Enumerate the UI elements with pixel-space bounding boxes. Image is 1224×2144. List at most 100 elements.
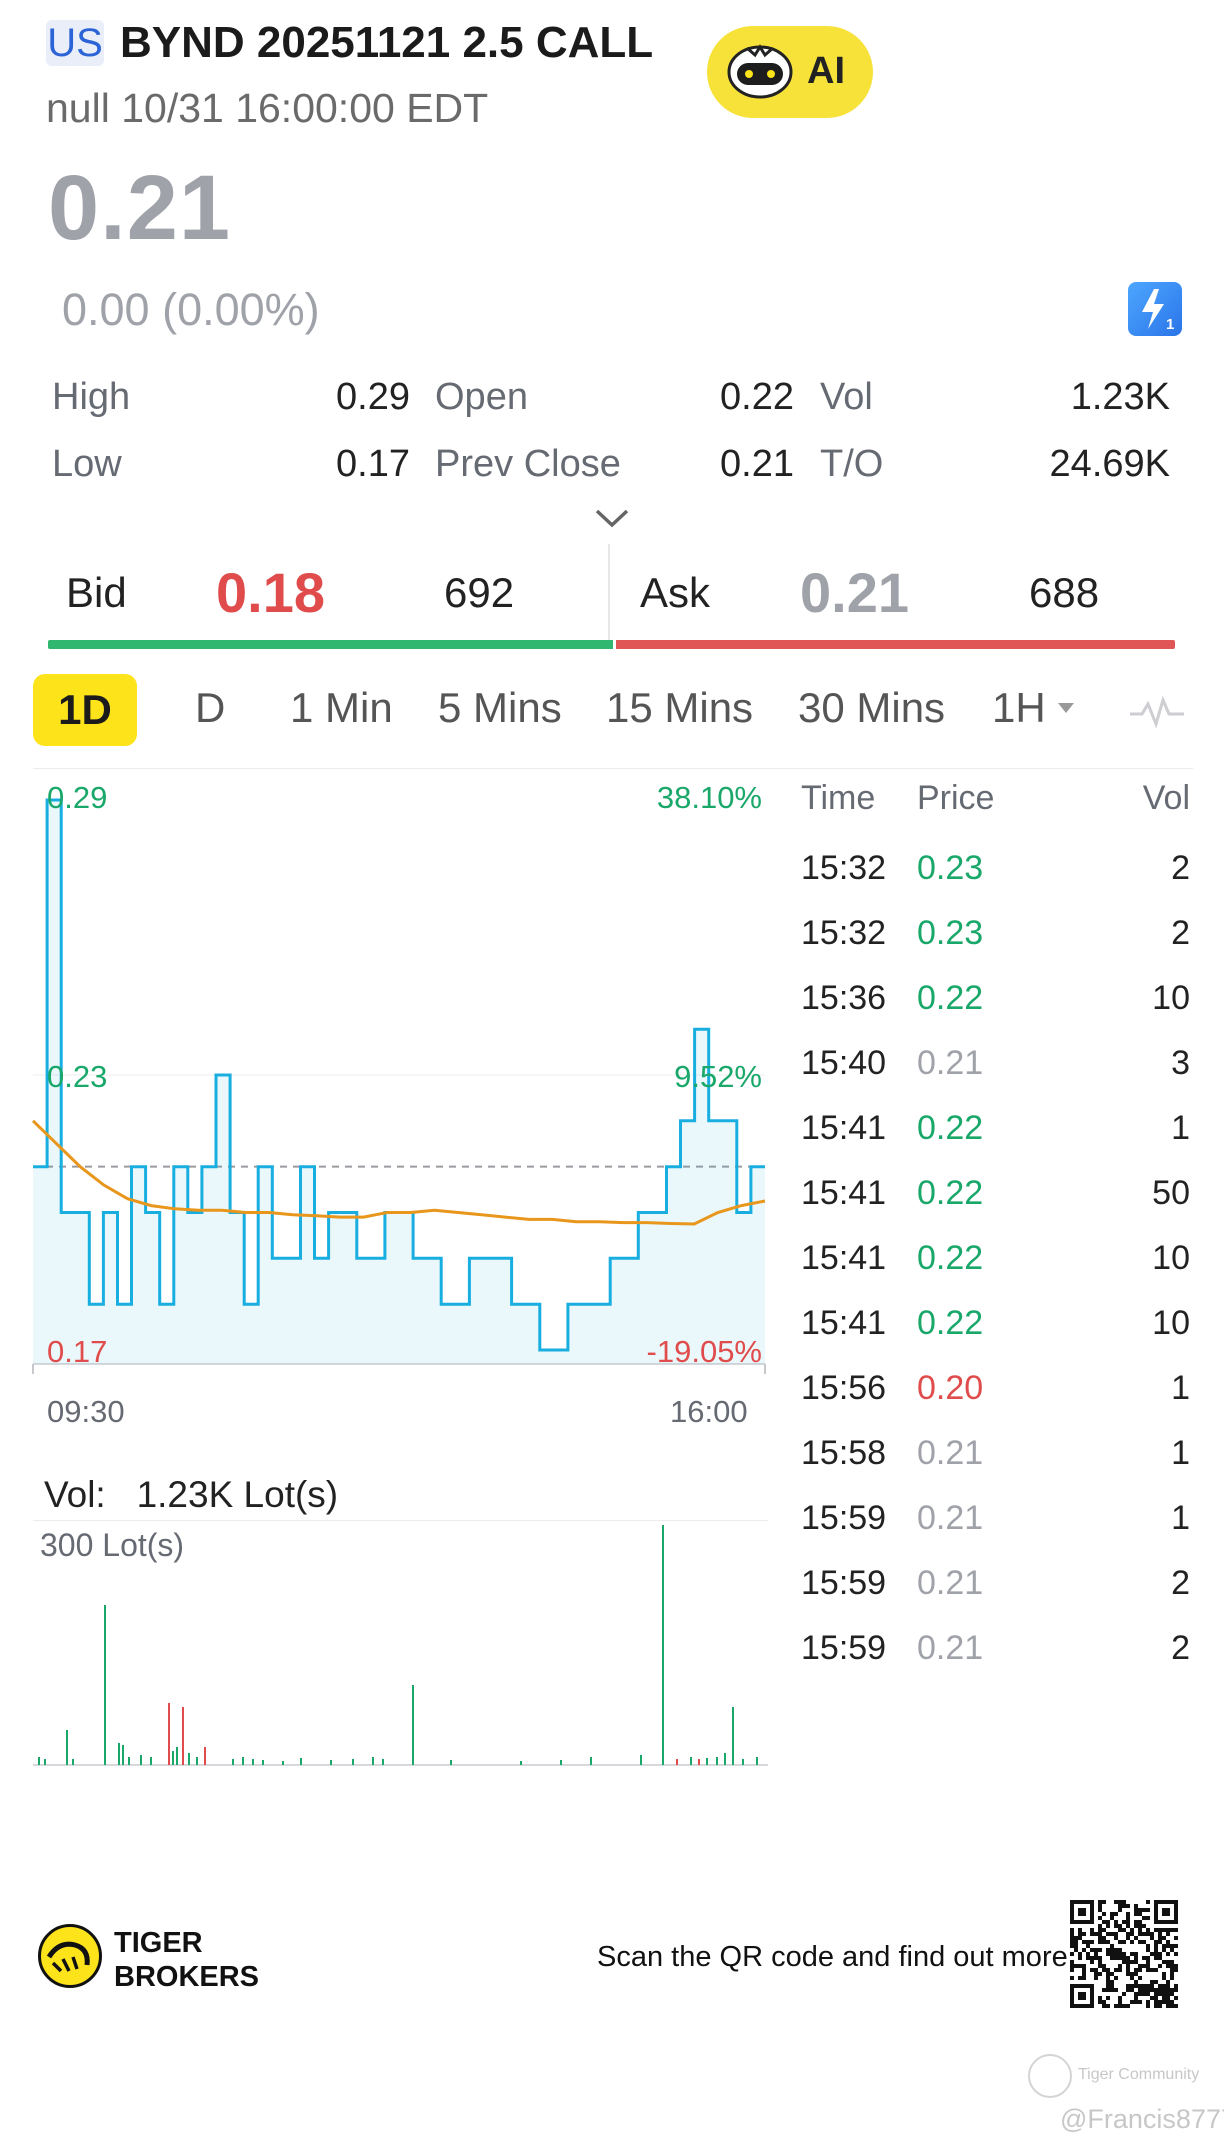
chevron-down-icon[interactable] xyxy=(592,505,632,531)
qr-module xyxy=(1170,2004,1174,2008)
qr-module xyxy=(1142,1940,1146,1944)
qr-module xyxy=(1098,1940,1102,1944)
trades-header-time: Time xyxy=(801,779,876,817)
volume-summary-value: 1.23K Lot(s) xyxy=(136,1474,339,1515)
tab-d[interactable]: D xyxy=(195,684,226,731)
qr-module xyxy=(1098,2000,1102,2004)
trade-price: 0.21 xyxy=(917,1434,984,1472)
qr-module xyxy=(1166,1940,1170,1944)
qr-module xyxy=(1118,1924,1122,1928)
qr-module xyxy=(1138,1984,1142,1988)
qr-module xyxy=(1126,1904,1130,1908)
qr-module xyxy=(1162,1988,1166,1992)
qr-module xyxy=(1154,1992,1158,1996)
volume-bar xyxy=(128,1757,130,1765)
qr-module xyxy=(1150,1988,1154,1992)
qr-module xyxy=(1134,1972,1138,1976)
qr-module xyxy=(1154,1940,1158,1944)
chart-y-mid-pct: 9.52% xyxy=(674,1059,762,1094)
last-price: 0.21 xyxy=(48,157,232,259)
qr-module xyxy=(1114,1920,1118,1924)
stat-value-prev-close: 0.21 xyxy=(720,443,794,485)
stat-label-open: Open xyxy=(435,376,528,418)
ask-price: 0.21 xyxy=(800,561,909,624)
lightning-order-button[interactable]: 1 xyxy=(1128,282,1182,336)
volume-bar xyxy=(520,1761,522,1765)
volume-bar xyxy=(176,1747,178,1765)
indicator-wave-icon[interactable] xyxy=(1128,690,1186,734)
qr-module xyxy=(1090,1948,1094,1952)
qr-module xyxy=(1166,1928,1170,1932)
qr-module xyxy=(1138,1988,1142,1992)
qr-module xyxy=(1114,1912,1118,1916)
caret-down-icon[interactable] xyxy=(1058,703,1074,713)
tab-30-mins[interactable]: 30 Mins xyxy=(798,684,946,731)
qr-module xyxy=(1110,1944,1114,1948)
qr-module xyxy=(1102,1936,1106,1940)
volume-bar xyxy=(330,1760,332,1765)
qr-module xyxy=(1118,1900,1122,1904)
ai-button[interactable]: AI xyxy=(707,26,873,118)
intraday-price-chart[interactable] xyxy=(0,770,780,1430)
trade-volume: 1 xyxy=(1171,1369,1190,1407)
qr-module xyxy=(1142,1916,1146,1920)
qr-module xyxy=(1114,1932,1118,1936)
qr-module xyxy=(1094,1972,1098,1976)
qr-module xyxy=(1118,1908,1122,1912)
tab-5-mins[interactable]: 5 Mins xyxy=(438,684,562,731)
qr-module xyxy=(1174,1952,1178,1956)
tab-1-min[interactable]: 1 Min xyxy=(290,684,393,731)
volume-chart[interactable] xyxy=(0,1520,780,1770)
qr-module xyxy=(1154,1928,1158,1932)
qr-module xyxy=(1138,2000,1142,2004)
qr-module xyxy=(1146,1944,1150,1948)
qr-module xyxy=(1090,1932,1094,1936)
qr-module xyxy=(1126,1912,1130,1916)
qr-code[interactable] xyxy=(1070,1900,1178,2008)
trade-volume: 3 xyxy=(1171,1044,1190,1082)
qr-module xyxy=(1158,1940,1162,1944)
volume-bar xyxy=(150,1757,152,1765)
qr-module xyxy=(1142,1956,1146,1960)
volume-bar xyxy=(662,1525,664,1765)
qr-module xyxy=(1154,1944,1158,1948)
qr-module xyxy=(1118,2000,1122,2004)
qr-module xyxy=(1118,2004,1122,2008)
qr-module xyxy=(1170,1988,1174,1992)
watermark-user: @Francis8777 xyxy=(1060,2104,1224,2134)
volume-bar xyxy=(706,1758,708,1765)
quote-timestamp: null 10/31 16:00:00 EDT xyxy=(46,85,489,131)
qr-module xyxy=(1114,1924,1118,1928)
tab-15-mins[interactable]: 15 Mins xyxy=(606,684,754,731)
trade-volume: 2 xyxy=(1171,849,1190,887)
bid-label: Bid xyxy=(66,569,127,616)
qr-module xyxy=(1098,1932,1102,1936)
qr-module xyxy=(1110,1988,1114,1992)
qr-module xyxy=(1134,1956,1138,1960)
qr-module xyxy=(1114,1988,1118,1992)
qr-module xyxy=(1106,1952,1110,1956)
qr-module xyxy=(1106,1980,1110,1984)
tab-1h[interactable]: 1H xyxy=(992,684,1046,731)
trade-volume: 2 xyxy=(1171,1564,1190,1602)
price-area-fill xyxy=(33,800,765,1364)
volume-bar xyxy=(204,1747,206,1765)
qr-module xyxy=(1174,2004,1178,2008)
volume-bar xyxy=(196,1757,198,1765)
chart-y-high-label: 0.29 xyxy=(47,780,108,815)
qr-module xyxy=(1078,1936,1082,1940)
average-price-line xyxy=(31,1119,766,1226)
qr-module xyxy=(1106,1984,1110,1988)
trade-time: 15:41 xyxy=(801,1239,887,1277)
qr-module xyxy=(1130,1932,1134,1936)
qr-module xyxy=(1114,1976,1118,1980)
volume-bar xyxy=(352,1759,354,1765)
qr-module xyxy=(1122,1900,1126,1904)
qr-module xyxy=(1114,1956,1118,1960)
tab-1d[interactable]: 1D xyxy=(33,674,137,746)
qr-module xyxy=(1158,1988,1162,1992)
qr-module xyxy=(1150,1952,1154,1956)
qr-module xyxy=(1110,1948,1114,1952)
qr-module xyxy=(1146,1948,1150,1952)
trade-price: 0.22 xyxy=(917,979,984,1017)
